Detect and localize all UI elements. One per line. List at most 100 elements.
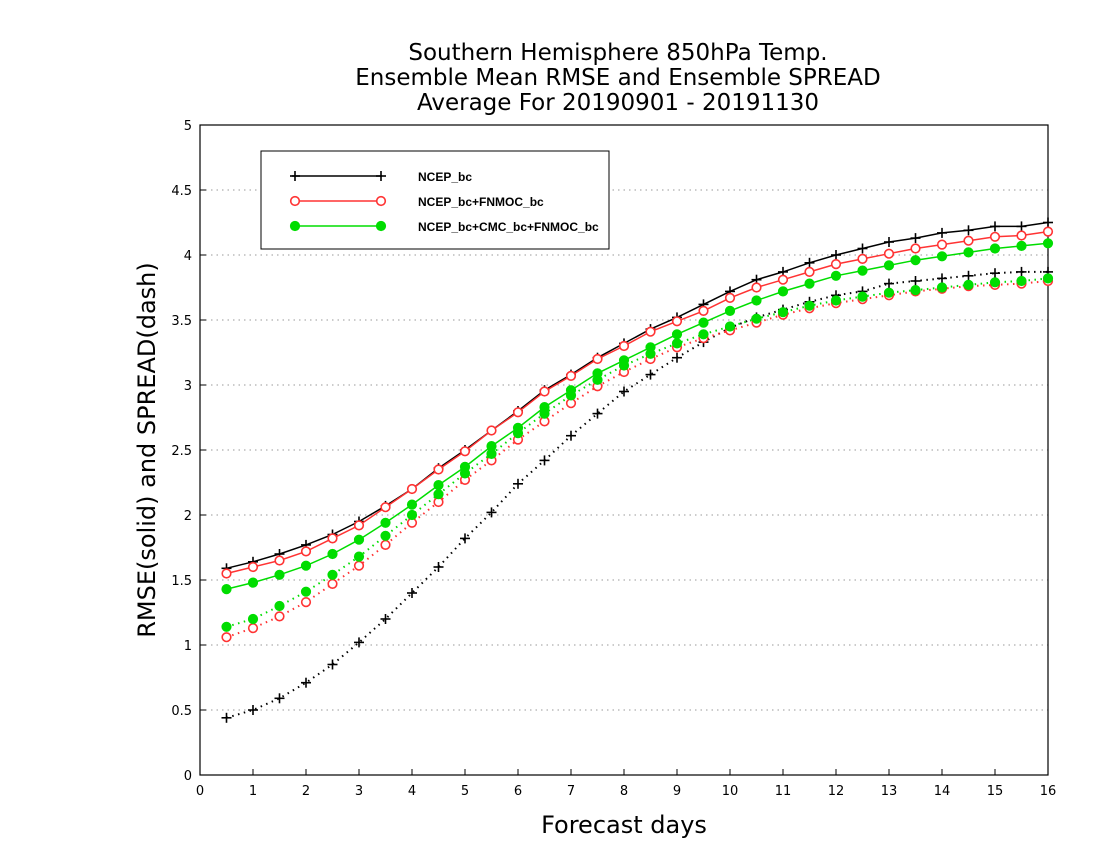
data-point-rmse bbox=[618, 340, 630, 352]
data-point-spread bbox=[380, 614, 391, 624]
data-point-spread bbox=[724, 321, 736, 332]
series-line-spread bbox=[226, 270, 1048, 719]
data-point-rmse bbox=[804, 257, 815, 268]
data-point-spread bbox=[592, 408, 603, 419]
data-point-rmse bbox=[406, 483, 418, 495]
data-point-rmse bbox=[990, 221, 1000, 232]
data-point-spread bbox=[221, 621, 232, 632]
data-point-rmse bbox=[1042, 238, 1054, 249]
data-point-rmse bbox=[989, 231, 1001, 242]
data-point-spread bbox=[221, 632, 232, 643]
data-point-rmse bbox=[1016, 240, 1027, 251]
data-point-rmse bbox=[380, 517, 391, 528]
data-point-spread bbox=[804, 300, 815, 311]
data-point-rmse bbox=[353, 534, 365, 545]
y-tick-label: 4.5 bbox=[171, 184, 192, 199]
data-point-rmse bbox=[274, 555, 285, 566]
data-point-spread bbox=[883, 287, 895, 298]
data-point-spread bbox=[566, 430, 576, 441]
data-point-rmse bbox=[910, 243, 921, 254]
data-point-rmse bbox=[804, 278, 815, 289]
legend-marker bbox=[289, 195, 301, 207]
data-point-rmse bbox=[433, 464, 444, 475]
data-point-rmse bbox=[406, 499, 418, 510]
data-point-rmse bbox=[539, 402, 550, 413]
data-point-spread bbox=[857, 291, 868, 302]
y-tick-label: 2 bbox=[184, 509, 192, 524]
legend: NCEP_bc NCEP_bc+FNMOC_bc NCEP_bc+CMC_bc+FN… bbox=[260, 150, 610, 250]
data-point-spread bbox=[539, 455, 550, 466]
data-point-spread bbox=[990, 268, 1000, 279]
data-point-rmse bbox=[539, 386, 550, 397]
x-tick-label: 6 bbox=[514, 784, 522, 799]
data-point-rmse bbox=[724, 292, 736, 304]
data-point-spread bbox=[937, 273, 947, 284]
data-point-rmse bbox=[1016, 230, 1027, 241]
legend-marker bbox=[375, 195, 387, 207]
data-point-rmse bbox=[327, 548, 338, 560]
data-point-rmse bbox=[618, 355, 630, 366]
data-point-spread bbox=[936, 282, 948, 293]
y-axis-title: RMSE(solid) and SPREAD(dash) bbox=[133, 262, 161, 638]
x-tick-label: 14 bbox=[934, 784, 951, 799]
data-point-spread bbox=[247, 613, 259, 625]
legend-label: NCEP_bc bbox=[418, 170, 472, 184]
data-point-rmse bbox=[565, 385, 577, 396]
data-point-spread bbox=[698, 329, 709, 340]
data-point-rmse bbox=[884, 237, 894, 247]
data-point-rmse bbox=[459, 446, 471, 457]
data-point-rmse bbox=[380, 502, 391, 513]
x-tick-label: 2 bbox=[302, 784, 310, 799]
y-tick-label: 2.5 bbox=[171, 444, 192, 459]
data-point-spread bbox=[1016, 266, 1027, 277]
series-line-rmse bbox=[226, 221, 1049, 570]
data-point-rmse bbox=[565, 370, 577, 382]
data-point-rmse bbox=[698, 305, 709, 317]
data-point-rmse bbox=[857, 253, 868, 264]
axes: 0 1 2 3 4 5 6 7 8 9 10 11 12 13 14 15 1600.511.522.533.5… bbox=[171, 119, 1056, 799]
data-point-rmse bbox=[777, 286, 789, 297]
data-point-spread bbox=[989, 277, 1001, 288]
x-tick-label: 11 bbox=[775, 784, 792, 799]
data-point-spread bbox=[1016, 275, 1027, 287]
data-point-rmse bbox=[512, 422, 524, 433]
data-point-rmse bbox=[910, 233, 921, 244]
data-point-spread bbox=[645, 369, 656, 380]
data-point-spread bbox=[247, 622, 259, 634]
y-tick-label: 4 bbox=[184, 249, 192, 264]
data-point-rmse bbox=[459, 461, 471, 472]
data-point-spread bbox=[301, 677, 311, 688]
data-point-rmse bbox=[592, 368, 603, 379]
y-tick-label: 0 bbox=[184, 769, 192, 784]
y-tick-label: 1.5 bbox=[171, 574, 192, 589]
data-point-rmse bbox=[671, 329, 683, 340]
data-point-spread bbox=[486, 507, 497, 518]
data-point-rmse bbox=[751, 295, 762, 306]
legend-marker bbox=[376, 171, 386, 181]
data-point-spread bbox=[327, 569, 338, 580]
x-tick-label: 1 bbox=[249, 784, 257, 799]
data-point-rmse bbox=[300, 546, 312, 557]
x-tick-label: 4 bbox=[408, 784, 416, 799]
x-axis-title: Forecast days bbox=[541, 811, 707, 839]
data-point-spread bbox=[248, 705, 258, 715]
data-point-rmse bbox=[698, 317, 709, 328]
data-point-spread bbox=[1042, 273, 1054, 284]
legend-box bbox=[260, 150, 610, 250]
data-point-spread bbox=[327, 659, 338, 670]
data-point-rmse bbox=[936, 239, 948, 250]
legend-marker bbox=[375, 220, 387, 232]
data-point-spread bbox=[274, 600, 285, 612]
data-point-rmse bbox=[857, 243, 868, 254]
data-point-rmse bbox=[937, 227, 947, 238]
data-point-spread bbox=[407, 588, 417, 598]
y-tick-label: 3.5 bbox=[171, 314, 192, 329]
data-point-rmse bbox=[221, 568, 232, 579]
legend-label: NCEP_bc+FNMOC_bc bbox=[418, 195, 544, 209]
data-point-rmse bbox=[751, 282, 762, 293]
data-point-rmse bbox=[724, 305, 736, 316]
data-point-spread bbox=[884, 278, 894, 289]
series-layer bbox=[221, 217, 1054, 723]
data-point-rmse bbox=[645, 326, 656, 337]
